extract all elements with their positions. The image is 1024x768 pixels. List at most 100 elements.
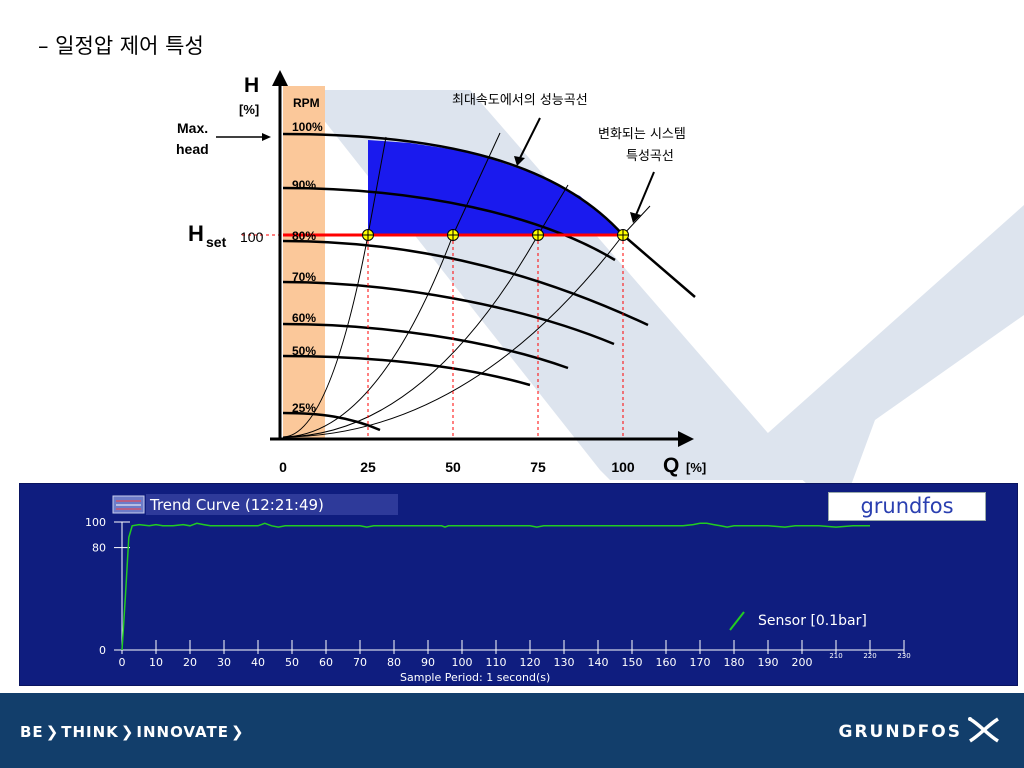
operating-point-100 <box>617 229 629 241</box>
rpm-label-25pct: 25% <box>292 401 316 415</box>
legend-label: Sensor [0.1bar] <box>758 613 867 629</box>
x-tick-label: 100 <box>611 459 635 475</box>
trend-x-tick-label: 210 <box>829 652 842 660</box>
rpm-labels: 100% 90% 80% 70% 60% 50% 25% <box>292 120 323 415</box>
speed-curve-90pct <box>282 186 616 262</box>
slogan-think: THINK <box>61 723 119 741</box>
rpm-label-50pct: 50% <box>292 344 316 358</box>
operating-point-25 <box>362 229 374 241</box>
speed-curve-80pct <box>282 239 649 327</box>
rpm-band <box>283 86 325 438</box>
trend-x-tick-label: 70 <box>353 656 367 669</box>
trend-x-tick-label: 220 <box>863 652 876 660</box>
trend-x-tick-label: 230 <box>897 652 910 660</box>
max-head-arrowhead <box>262 133 271 141</box>
max-head-label-1: Max. <box>177 120 208 136</box>
hset-label: H <box>188 221 204 246</box>
system-curve-50 <box>282 132 501 438</box>
trend-title: Trend Curve (12:21:49) <box>149 496 324 514</box>
x-tick-label: 75 <box>530 459 546 475</box>
rpm-label-60pct: 60% <box>292 311 316 325</box>
trend-x-tick-label: 140 <box>588 656 609 669</box>
y-axis-label: H <box>244 74 259 97</box>
blue-operating-area <box>368 140 623 235</box>
speed-curve-70pct <box>282 280 615 346</box>
rpm-label-80pct: 80% <box>292 229 316 243</box>
operating-point-75 <box>532 229 544 241</box>
trend-x-tick-label: 100 <box>452 656 473 669</box>
trend-x-tick-label: 170 <box>690 656 711 669</box>
grundfos-logo: grundfos <box>828 492 986 521</box>
trend-x-tick-label: 90 <box>421 656 435 669</box>
trend-x-tick-label: 150 <box>622 656 643 669</box>
x-axis-unit: [%] <box>686 460 706 475</box>
speed-curves <box>282 132 696 432</box>
trend-x-tick-label: 130 <box>554 656 575 669</box>
trend-y-tick-label: 80 <box>92 542 106 555</box>
trend-x-tick-label: 180 <box>724 656 745 669</box>
trend-x-tick-label: 120 <box>520 656 541 669</box>
trend-x-tick-label: 20 <box>183 656 197 669</box>
x-tick-label: 50 <box>445 459 461 475</box>
x-tick-label: 0 <box>279 459 287 475</box>
system-curve-75 <box>282 184 569 438</box>
trend-x-tick-label: 40 <box>251 656 265 669</box>
trend-x-tick-label: 190 <box>758 656 779 669</box>
trend-x-tick-label: 200 <box>792 656 813 669</box>
trend-y-tick-label: 100 <box>85 516 106 529</box>
trend-x-tick-label: 80 <box>387 656 401 669</box>
drop-lines <box>367 235 624 439</box>
speed-curve-25pct <box>282 411 381 432</box>
trend-curve-chart: Trend Curve (12:21:49) 100 80 0 0 10 20 30 40 5… <box>85 494 911 684</box>
trend-x-tick-label: 10 <box>149 656 163 669</box>
speed-curve-60pct <box>282 322 569 370</box>
speed-curve-100pct <box>282 132 696 298</box>
rpm-label-70pct: 70% <box>292 270 316 284</box>
trend-x-axis: 0 10 20 30 40 50 60 70 80 90 100 110 120 130 140 150 160… <box>119 640 911 669</box>
slide-title: – 일정압 제어 특성 <box>38 34 204 58</box>
trend-x-tick-label: 30 <box>217 656 231 669</box>
chevron-right-icon: ❯ <box>45 723 60 741</box>
operating-point-50 <box>447 229 459 241</box>
trend-xlabel: Sample Period: 1 second(s) <box>400 671 550 684</box>
hset-value: 100 <box>240 229 264 245</box>
x-axis-arrow <box>678 431 694 447</box>
trend-x-tick-label: 0 <box>119 656 126 669</box>
trend-x-tick-label: 50 <box>285 656 299 669</box>
annotation-max-speed: 최대속도에서의 성능곡선 <box>452 93 588 108</box>
legend-swatch <box>729 611 745 631</box>
y-axis-arrow <box>272 70 288 86</box>
trend-x-tick-label: 110 <box>486 656 507 669</box>
annotation-max-speed-arrow <box>519 117 541 159</box>
system-curve-25 <box>282 136 387 438</box>
slogan-innovate: INNOVATE <box>136 723 229 741</box>
annotation-system-1: 변화되는 시스템 <box>598 127 686 142</box>
pump-curve-chart: 0 25 50 75 100 100%90%80%70%60%50%25% H [%] … <box>176 70 706 477</box>
operating-points <box>362 229 629 241</box>
brand-name: GRUNDFOS <box>838 722 962 742</box>
max-head-label-2: head <box>176 141 209 157</box>
trend-curve-panel: Trend Curve (12:21:49) 100 80 0 0 10 20 30 40 5… <box>19 483 1018 686</box>
hset-label-sub: set <box>206 234 227 250</box>
grundfos-x-logo-icon <box>968 717 999 743</box>
chevron-right-icon: ❯ <box>230 723 245 741</box>
rpm-header: RPM <box>293 96 320 110</box>
x-tick-labels: 0 25 50 75 100 <box>279 459 635 475</box>
trend-title-bg <box>146 494 398 515</box>
trend-x-tick-label: 60 <box>319 656 333 669</box>
system-curves <box>282 132 651 438</box>
footer-bar: BE ❯ THINK ❯ INNOVATE ❯ GRUNDFOS <box>0 693 1024 768</box>
system-curve-100 <box>282 205 651 438</box>
trend-y-tick-label: 0 <box>99 644 106 657</box>
slogan: BE ❯ THINK ❯ INNOVATE ❯ <box>20 723 247 741</box>
rpm-label-90pct: 90% <box>292 178 316 192</box>
x-axis-label: Q <box>663 454 679 477</box>
annotation-max-speed-arrowhead <box>514 156 525 166</box>
trend-series-line <box>121 522 870 651</box>
annotation-system-arrowhead <box>630 212 641 223</box>
annotation-system-2: 특성곡선 <box>626 149 674 164</box>
slogan-be: BE <box>20 723 44 741</box>
x-tick-label: 25 <box>360 459 376 475</box>
annotation-system-arrow <box>635 171 655 216</box>
